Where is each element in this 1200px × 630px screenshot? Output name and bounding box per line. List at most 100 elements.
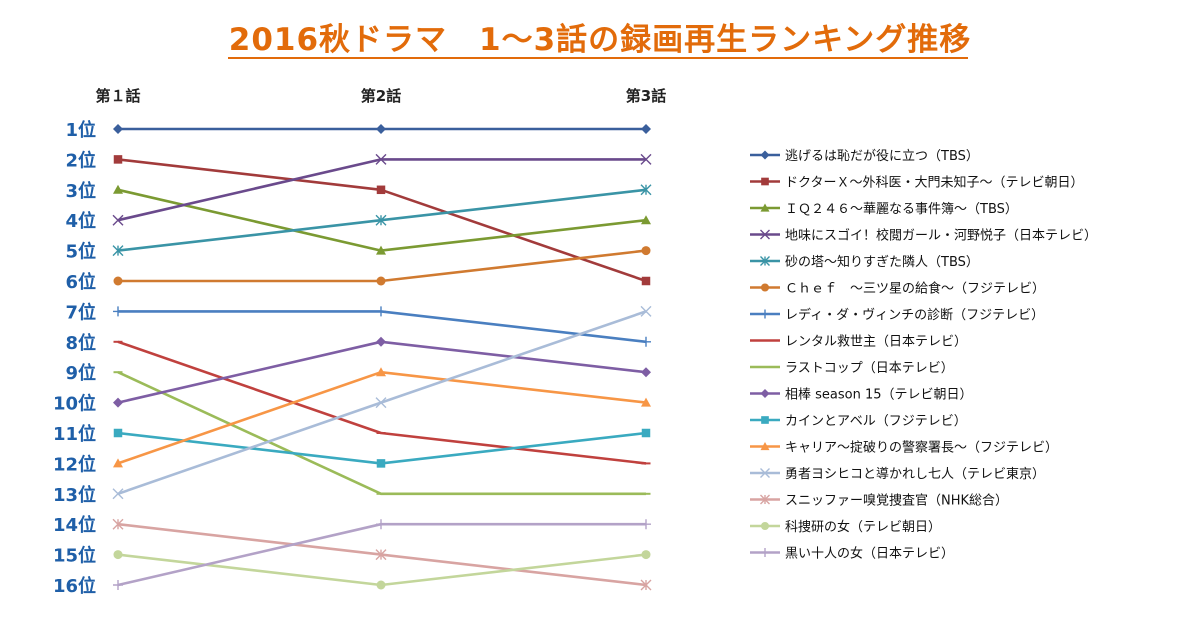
y-rank-labels: 1位 2位 3位 4位 5位 6位 7位 8位 9位 10位 11位 12位 13位 14位 15位 16位 bbox=[53, 119, 96, 597]
legend-label: カインとアベル（フジテレビ） bbox=[785, 414, 967, 429]
circle-marker bbox=[113, 276, 123, 286]
series-line bbox=[117, 370, 647, 465]
series-line bbox=[117, 188, 647, 252]
legend-item: 地味にスゴイ！校閲ガール・河野悦子（日本テレビ） bbox=[750, 228, 1097, 244]
plus-marker bbox=[760, 548, 770, 557]
plus-marker bbox=[113, 306, 123, 317]
series-group bbox=[113, 428, 651, 468]
square-marker bbox=[641, 428, 651, 438]
star-marker bbox=[112, 245, 124, 257]
x-marker bbox=[112, 488, 124, 500]
y-rank-label: 13位 bbox=[53, 484, 96, 506]
y-rank-label: 6位 bbox=[65, 271, 96, 293]
title-underline bbox=[228, 57, 968, 59]
legend-item: キャリア～掟破りの警察署長～（フジテレビ） bbox=[750, 440, 1058, 456]
y-rank-label: 10位 bbox=[53, 393, 96, 415]
triangle-marker bbox=[641, 397, 651, 407]
square-marker bbox=[376, 185, 386, 195]
series-group bbox=[113, 336, 651, 408]
star-marker bbox=[112, 518, 124, 530]
legend-label: レディ・ダ・ヴィンチの診断（フジテレビ） bbox=[785, 307, 1044, 323]
triangle-marker bbox=[376, 245, 386, 255]
y-rank-label: 14位 bbox=[53, 514, 96, 536]
series-group bbox=[113, 124, 651, 134]
square-marker bbox=[113, 155, 123, 164]
x-marker bbox=[760, 229, 770, 240]
series-group bbox=[113, 306, 651, 347]
plus-marker bbox=[760, 309, 770, 319]
y-rank-label: 16位 bbox=[53, 575, 96, 597]
legend-label: ＩＱ２４６～華麗なる事件簿～（TBS） bbox=[785, 202, 1018, 217]
y-rank-label: 7位 bbox=[65, 301, 96, 323]
series-line bbox=[117, 522, 647, 587]
legend-item: レディ・ダ・ヴィンチの診断（フジテレビ） bbox=[750, 307, 1044, 323]
triangle-marker bbox=[760, 203, 770, 212]
y-rank-label: 2位 bbox=[65, 149, 96, 171]
triangle-marker bbox=[113, 458, 123, 468]
legend-item: ラストコップ（日本テレビ） bbox=[750, 361, 954, 376]
plus-marker bbox=[113, 580, 123, 590]
series-group bbox=[112, 184, 652, 257]
diamond-marker bbox=[760, 150, 770, 160]
series-line bbox=[117, 553, 647, 587]
series-group bbox=[113, 246, 651, 286]
diamond-marker bbox=[113, 397, 123, 408]
star-marker bbox=[760, 494, 770, 505]
star-marker bbox=[640, 579, 652, 591]
triangle-marker bbox=[113, 184, 123, 194]
legend-label: 黒い十人の女（日本テレビ） bbox=[785, 546, 954, 562]
plus-marker bbox=[641, 336, 651, 347]
y-rank-label: 12位 bbox=[53, 453, 96, 475]
legend-label: 砂の塔～知りすぎた隣人（TBS） bbox=[785, 254, 979, 270]
legend-label: ラストコップ（日本テレビ） bbox=[785, 361, 954, 376]
legend-item: ＩＱ２４６～華麗なる事件簿～（TBS） bbox=[750, 202, 1018, 217]
legend-item: 相棒 season 15（テレビ朝日） bbox=[750, 388, 973, 403]
legend-item: スニッファー嗅覚捜査官（NHK総合） bbox=[750, 493, 1008, 509]
series-group bbox=[113, 155, 651, 286]
series-group bbox=[113, 340, 651, 465]
square-marker bbox=[761, 416, 769, 424]
circle-marker bbox=[760, 283, 770, 292]
diamond-marker bbox=[641, 124, 651, 134]
square-marker bbox=[113, 428, 123, 438]
circle-marker bbox=[760, 521, 770, 531]
y-rank-label: 4位 bbox=[65, 210, 96, 232]
y-rank-label: 1位 bbox=[65, 119, 96, 141]
circle-marker bbox=[376, 580, 386, 590]
diamond-marker bbox=[376, 336, 386, 347]
y-rank-label: 11位 bbox=[53, 423, 96, 445]
x-marker bbox=[640, 153, 652, 165]
series-group bbox=[113, 184, 651, 255]
x-marker bbox=[375, 153, 387, 165]
square-marker bbox=[376, 459, 386, 468]
circle-marker bbox=[641, 550, 651, 560]
legend-label: 勇者ヨシヒコと導かれし七人（テレビ東京） bbox=[785, 466, 1045, 482]
series-group bbox=[113, 519, 651, 590]
star-marker bbox=[375, 549, 387, 561]
series-line bbox=[118, 310, 647, 344]
series-group bbox=[112, 305, 652, 500]
series-group bbox=[112, 518, 652, 591]
legend-item: 逃げるは恥だが役に立つ（TBS） bbox=[750, 149, 979, 164]
legend-label: 地味にスゴイ！校閲ガール・河野悦子（日本テレビ） bbox=[785, 228, 1097, 244]
y-rank-label: 8位 bbox=[65, 332, 96, 354]
legend: 逃げるは恥だが役に立つ（TBS） ドクターＸ～外科医・大門未知子～（テレビ朝日） Ｉ… bbox=[750, 149, 1097, 562]
diamond-marker bbox=[641, 367, 651, 378]
legend-item: Ｃｈｅｆ ～三ツ星の給食～（フジテレビ） bbox=[750, 281, 1045, 297]
diamond-marker bbox=[760, 389, 770, 398]
diamond-marker bbox=[113, 124, 123, 134]
series-group bbox=[113, 367, 651, 468]
x-category-labels: 第１話 第2話 第3話 bbox=[95, 87, 666, 105]
y-rank-label: 15位 bbox=[53, 545, 96, 567]
plus-marker bbox=[376, 519, 386, 530]
y-rank-label: 9位 bbox=[65, 362, 96, 384]
legend-item: 科捜研の女（テレビ朝日） bbox=[750, 519, 941, 535]
series-group bbox=[113, 371, 651, 496]
series-line bbox=[117, 431, 647, 465]
star-marker bbox=[760, 256, 770, 266]
plus-marker bbox=[641, 519, 651, 530]
x-marker bbox=[112, 214, 124, 226]
plus-marker bbox=[376, 306, 386, 317]
circle-marker bbox=[376, 276, 386, 286]
